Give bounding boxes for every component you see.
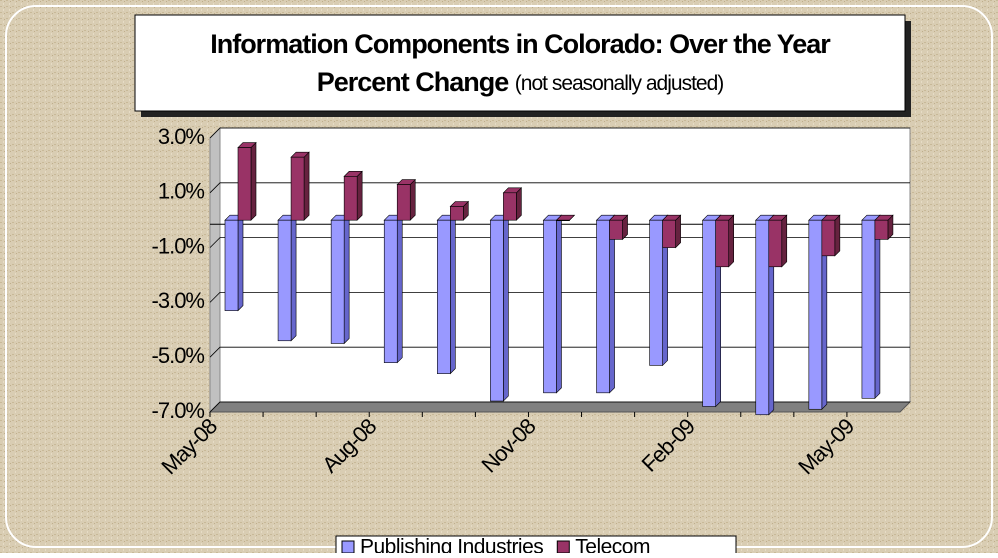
bar <box>702 219 716 407</box>
bar-side <box>728 214 734 268</box>
bar <box>237 147 252 221</box>
bar-side <box>237 214 244 312</box>
chart-title: Information Components in Colorado: Over… <box>210 29 831 59</box>
bar <box>450 206 464 221</box>
bar <box>715 219 729 268</box>
y-tick-label: -5.0% <box>152 343 205 368</box>
bar <box>609 219 623 240</box>
bar <box>290 156 305 221</box>
y-tick-label: -1.0% <box>152 233 205 258</box>
legend-swatch <box>341 540 355 554</box>
bar <box>649 219 663 366</box>
title-line2: Percent Change <box>317 67 510 97</box>
bar-side <box>609 214 615 394</box>
bar <box>808 219 823 410</box>
bar <box>662 219 676 248</box>
grid-line <box>209 346 910 358</box>
bar-side <box>450 214 456 375</box>
bar-side <box>396 214 403 364</box>
chart-title-line2: Percent Change (not seasonally adjusted) <box>317 67 724 97</box>
y-tick-label: -7.0% <box>152 398 205 423</box>
y-tick-label: 3.0% <box>158 124 205 149</box>
bar-side <box>303 151 310 221</box>
title-box <box>134 14 906 112</box>
legend-swatch <box>556 540 570 554</box>
bar <box>821 219 836 257</box>
bar-side <box>781 214 788 268</box>
bar-side <box>290 214 297 342</box>
subtitle: (not seasonally adjusted) <box>515 72 723 95</box>
bar-side <box>503 214 509 402</box>
bar <box>277 219 292 342</box>
bar <box>383 219 398 363</box>
bar-side <box>874 214 881 400</box>
bar-side <box>250 141 257 221</box>
bar <box>437 219 451 374</box>
bar-side <box>675 214 681 249</box>
legend-label: Telecom <box>575 536 650 553</box>
bar <box>861 219 876 399</box>
bar <box>556 219 570 221</box>
bar <box>343 176 358 221</box>
bar <box>874 219 889 240</box>
bar <box>490 219 504 402</box>
bar <box>768 219 783 268</box>
grid-line <box>209 182 910 194</box>
bar-side <box>343 214 350 345</box>
bar <box>396 184 411 221</box>
bar <box>755 219 770 416</box>
y-tick-label: 1.0% <box>158 179 205 204</box>
bar <box>330 219 345 344</box>
grid-line <box>209 127 910 139</box>
bar <box>543 219 557 394</box>
bar-side <box>834 214 841 257</box>
bar-side <box>556 214 562 394</box>
grid-line <box>209 401 910 413</box>
bar-side <box>409 178 416 221</box>
floor <box>208 401 912 413</box>
bar <box>503 192 517 221</box>
bar-side <box>516 187 522 221</box>
bar-side <box>356 170 363 221</box>
grid-line <box>209 291 910 303</box>
y-tick-label: -3.0% <box>152 288 205 313</box>
legend-label: Publishing Industries <box>360 536 543 553</box>
bar <box>224 219 239 311</box>
side-wall <box>209 126 221 414</box>
bar <box>596 219 610 394</box>
